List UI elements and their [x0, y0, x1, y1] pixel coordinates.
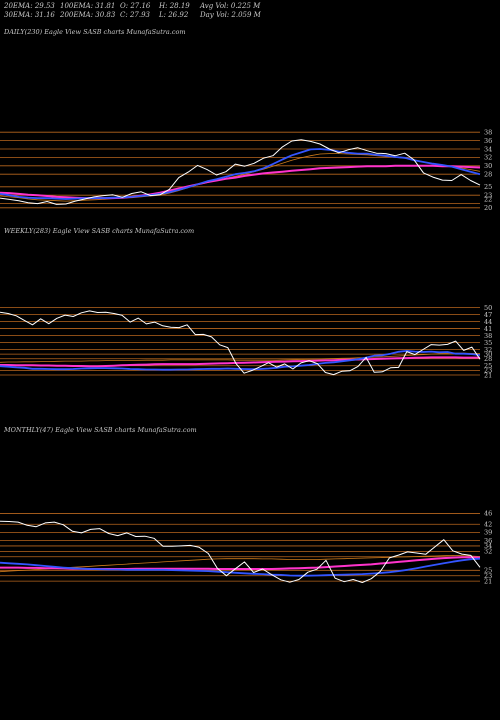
daily-tick-label: 25	[484, 183, 492, 191]
high-label: H: 28.19	[159, 2, 190, 10]
weekly-tick-label: 50	[484, 304, 492, 312]
monthly-tick-label: 42	[484, 521, 492, 529]
monthly-ema-blue-line	[0, 557, 481, 577]
daily-tick-label: 38	[484, 129, 492, 137]
weekly-tick-label: 35	[484, 339, 492, 347]
weekly-ema-orange-line	[0, 352, 481, 363]
open-label: O: 27.16	[120, 2, 151, 10]
daily-panel: DAILY(230) Eagle View SASB charts Munafa…	[0, 28, 492, 212]
daily-tick-label: 34	[484, 145, 492, 153]
daily-tick-label: 22	[484, 196, 492, 204]
weekly-ema-magenta-line	[0, 356, 480, 368]
day-volume-label: Day Vol: 2.059 M	[200, 11, 261, 19]
weekly-tick-label: 21	[484, 371, 492, 379]
monthly-tick-label: 25	[484, 567, 492, 575]
weekly-panel-title: WEEKLY(283) Eagle View SASB charts Munaf…	[4, 227, 194, 235]
monthly-tick-label: 32	[484, 548, 492, 556]
daily-tick-label: 36	[484, 137, 492, 145]
monthly-tick-label: 23	[484, 572, 492, 580]
monthly-tick-label: 46	[484, 510, 492, 518]
monthly-tick-label: 39	[484, 529, 492, 537]
weekly-tick-label: 23	[484, 367, 492, 375]
weekly-panel: WEEKLY(283) Eagle View SASB charts Munaf…	[0, 227, 492, 379]
monthly-price-line	[0, 520, 481, 583]
weekly-tick-label: 32	[484, 346, 492, 354]
daily-panel-title: DAILY(230) Eagle View SASB charts Munafa…	[3, 28, 186, 36]
weekly-tick-label: 38	[484, 332, 492, 340]
ema20-label: 20EMA: 29.53	[4, 2, 55, 10]
daily-ema-blue-line	[0, 148, 481, 200]
weekly-tick-label: 30	[484, 350, 492, 358]
weekly-price-line	[0, 310, 481, 376]
monthly-panel: MONTHLY(47) Eagle View SASB charts Munaf…	[0, 426, 492, 585]
monthly-ema-orange-line	[0, 555, 481, 573]
monthly-tick-label: 36	[484, 537, 492, 545]
low-label: L: 26.92	[159, 11, 189, 19]
ema100-label: 100EMA: 31.81	[60, 2, 116, 10]
weekly-tick-label: 47	[484, 311, 492, 319]
monthly-tick-label: 21	[484, 577, 492, 585]
daily-ema-magenta-line	[0, 164, 481, 200]
daily-tick-label: 20	[484, 204, 492, 212]
indicator-header: 20EMA: 29.53 100EMA: 31.81 O: 27.16 H: 2…	[0, 0, 500, 24]
monthly-panel-title: MONTHLY(47) Eagle View SASB charts Munaf…	[3, 426, 197, 434]
weekly-tick-label: 28	[484, 355, 492, 363]
weekly-tick-label: 25	[484, 362, 492, 370]
close-label: C: 27.93	[120, 11, 150, 19]
daily-tick-label: 32	[484, 154, 492, 162]
weekly-tick-label: 41	[484, 325, 492, 333]
daily-tick-label: 28	[484, 171, 492, 179]
ema30-label: 30EMA: 31.16	[4, 11, 55, 19]
avg-volume-label: Avg Vol: 0.225 M	[200, 2, 261, 10]
daily-tick-label: 30	[484, 162, 492, 170]
daily-price-line	[0, 139, 481, 205]
weekly-tick-label: 44	[484, 318, 492, 326]
ema200-label: 200EMA: 30.83	[60, 11, 116, 19]
daily-tick-label: 23	[484, 192, 492, 200]
monthly-tick-label: 34	[484, 542, 492, 550]
